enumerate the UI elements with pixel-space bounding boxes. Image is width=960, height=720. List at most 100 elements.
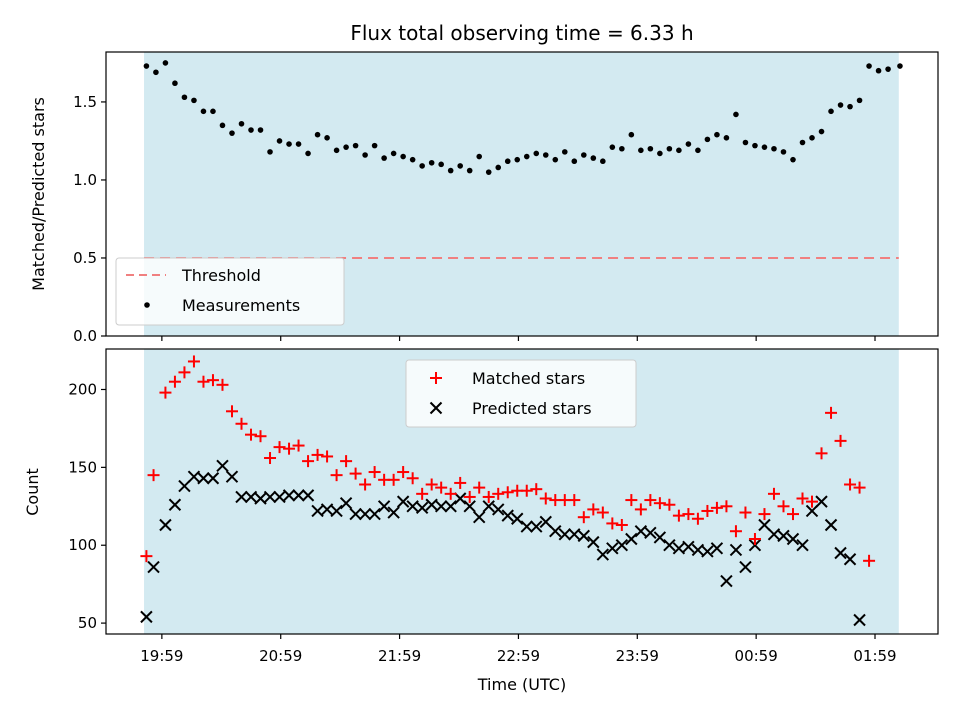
measurement-point (790, 156, 796, 163)
matched-star-point (359, 478, 372, 491)
predicted-star-point (653, 531, 667, 544)
matched-star-point (739, 506, 752, 519)
matched-star-point (225, 405, 238, 418)
matched-star-point (672, 509, 685, 522)
predicted-star-point (339, 496, 353, 510)
matched-star-point (283, 442, 296, 455)
predicted-star-point (492, 503, 505, 516)
bottom-y-ticks: 50 100 150 200 (68, 380, 106, 632)
matched-star-point (539, 492, 552, 505)
matched-star-point (568, 494, 581, 507)
measurement-point (647, 145, 654, 152)
predicted-star-point (824, 518, 838, 532)
matched-star-point (596, 506, 609, 519)
predicted-star-point (634, 525, 648, 538)
predicted-star-point (644, 526, 657, 539)
predicted-star-point (263, 490, 277, 504)
measurement-point (799, 139, 806, 146)
measurement-point (695, 147, 701, 154)
matched-star-point (206, 374, 219, 387)
predicted-star-point (444, 500, 457, 513)
predicted-star-point (147, 560, 160, 574)
measurement-point (619, 145, 625, 152)
measurement-point (590, 155, 597, 161)
measurement-point (875, 67, 882, 74)
matched-star-point (530, 483, 543, 496)
predicted-star-point (330, 504, 343, 518)
predicted-star-point (596, 548, 610, 561)
predicted-star-point (244, 490, 258, 504)
bottom-legend-box (405, 359, 637, 428)
measurement-point (523, 153, 530, 160)
measurement-point (447, 167, 454, 174)
chart-title: Flux total observing time = 6.33 h (350, 21, 693, 45)
measurement-point (143, 63, 150, 69)
measurement-point (181, 94, 188, 101)
measurement-point (210, 108, 216, 115)
predicted-star-point (406, 500, 419, 513)
measurement-point (409, 156, 416, 163)
predicted-star-point (473, 510, 486, 524)
top-legend: Threshold Measurements (115, 257, 345, 326)
legend-matched-marker (430, 372, 442, 384)
predicted-star-point (377, 500, 391, 513)
matched-star-point (147, 469, 160, 482)
predicted-star-point (682, 540, 695, 553)
measurement-point (771, 145, 777, 152)
predicted-star-point (482, 500, 495, 513)
measurement-point (514, 156, 521, 163)
measurement-point (856, 97, 863, 104)
predicted-star-point (349, 507, 362, 521)
matched-star-point (168, 375, 181, 388)
predicted-star-point (843, 553, 857, 566)
matched-star-point (720, 500, 733, 513)
predicted-star-point (786, 532, 800, 546)
legend-matched-label: Matched stars (472, 369, 585, 388)
matched-star-point (825, 406, 838, 419)
predicted-star-point (301, 489, 315, 502)
matched-star-point (178, 366, 191, 379)
measurement-point (400, 153, 406, 160)
measurement-point (714, 131, 720, 138)
measurement-point (609, 144, 616, 150)
legend-measurement-label: Measurements (182, 296, 300, 315)
matched-star-point (368, 466, 381, 479)
matched-star-point (292, 439, 305, 452)
y-tick-label: 150 (68, 458, 97, 476)
predicted-star-point (453, 492, 467, 505)
measurement-point (533, 150, 540, 157)
predicted-star-point (691, 543, 705, 557)
matched-star-point (406, 472, 419, 485)
measurement-point (897, 63, 903, 69)
measurement-point (153, 69, 159, 76)
legend-threshold-label: Threshold (181, 266, 261, 285)
matched-star-point (216, 378, 229, 391)
measurement-point (761, 144, 768, 150)
matched-star-point (767, 487, 780, 500)
measurement-point (476, 153, 483, 160)
measurement-point (818, 128, 825, 135)
matched-star-point (806, 495, 819, 508)
measurement-point (438, 161, 444, 168)
matched-star-point (425, 478, 438, 491)
top-y-axis-label: Matched/Predicted stars (29, 97, 48, 291)
predicted-star-point (739, 560, 752, 574)
measurement-point (305, 150, 311, 157)
matched-star-point (606, 517, 619, 530)
matched-star-point (492, 487, 505, 500)
matched-star-point (321, 450, 334, 463)
measurement-point (381, 155, 387, 161)
bottom-x-ticks: 19:59 20:59 21:59 22:59 23:59 00:59 01:59 (140, 634, 897, 665)
matched-star-point (416, 487, 429, 500)
matched-star-point (653, 497, 666, 510)
measurement-point (828, 108, 834, 115)
predicted-star-point (539, 515, 552, 529)
matched-star-point (397, 466, 410, 479)
matched-star-point (786, 508, 799, 521)
predicted-star-point (292, 489, 305, 502)
predicted-star-point (577, 529, 591, 543)
matched-star-point (844, 478, 857, 491)
matched-star-point (187, 355, 200, 368)
predicted-star-point (815, 495, 828, 508)
y-tick-label: 0.5 (73, 249, 97, 267)
